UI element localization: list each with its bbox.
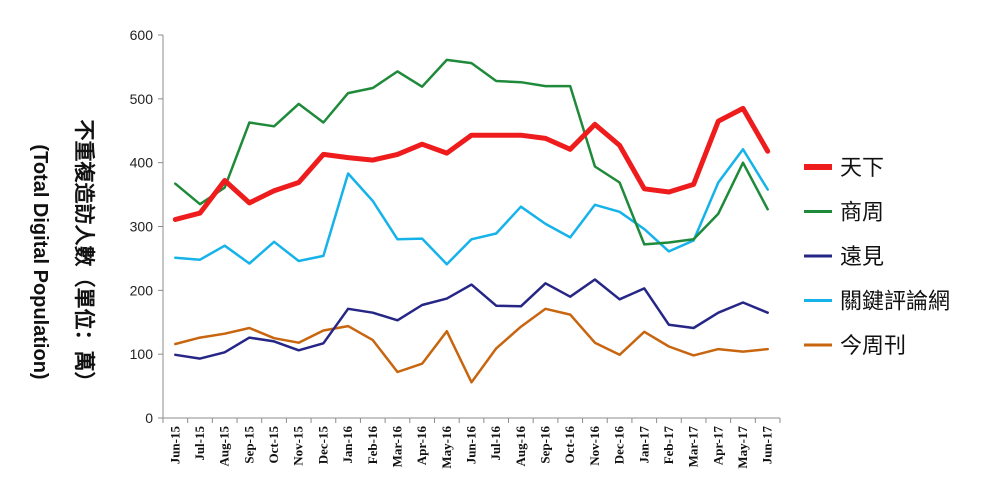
legend-label-3: 關鍵評論網: [840, 290, 950, 315]
x-tick-label: Nov-16: [587, 426, 602, 466]
y-axis-label-chinese: 不重複造訪人數（單位：萬）: [72, 120, 96, 393]
x-tick-label: Apr-17: [710, 426, 725, 466]
y-tick-label: 100: [130, 346, 154, 362]
series-line-3: [174, 148, 769, 266]
x-tick-label: Jun-16: [464, 426, 479, 465]
x-tick-label: Jan-16: [340, 426, 355, 464]
x-tick-label: Jul-15: [192, 426, 207, 461]
y-tick-label: 300: [130, 219, 154, 235]
x-tick-label: May-16: [439, 426, 454, 469]
legend-label-4: 今周刊: [840, 334, 906, 359]
series-lines: [172, 58, 771, 384]
x-tick-label: Apr-16: [414, 426, 429, 466]
x-axis-ticks: Jun-15 Jul-15 Aug-15 Sep-15 Oct-15 Nov-15 Dec-…: [162, 418, 781, 469]
x-tick-label: Oct-15: [266, 426, 281, 464]
x-tick-label: Mar-16: [389, 426, 404, 468]
y-axis-label-english: (Total Digital Population): [29, 144, 51, 379]
y-tick-label: 500: [130, 91, 154, 107]
y-axis-label: 不重複造訪人數（單位：萬） (Total Digital Population): [29, 120, 96, 393]
y-tick-label: 0: [145, 410, 153, 426]
series-line-1: [174, 58, 769, 246]
y-tick-label: 400: [130, 155, 154, 171]
legend-label-1: 商周: [840, 201, 884, 226]
x-tick-label: Feb-16: [365, 426, 380, 465]
x-tick-label: Jan-17: [636, 426, 651, 464]
x-tick-label: Jun-15: [167, 426, 182, 465]
series-line-4: [174, 307, 769, 384]
x-tick-label: Jun-17: [760, 426, 775, 465]
x-tick-label: Feb-17: [661, 426, 676, 465]
x-tick-label: Dec-16: [612, 426, 627, 465]
y-tick-label: 200: [130, 282, 154, 298]
series-line-0: [172, 105, 771, 222]
legend-label-0: 天下: [840, 156, 884, 181]
series-line-2: [174, 278, 769, 360]
x-tick-label: Nov-15: [291, 426, 306, 466]
x-tick-label: Jul-16: [488, 426, 503, 461]
x-tick-label: Dec-15: [315, 426, 330, 465]
legend-label-2: 遠見: [840, 245, 884, 270]
x-tick-label: Oct-16: [562, 426, 577, 464]
x-tick-label: Sep-16: [538, 426, 553, 464]
axes: [162, 35, 780, 419]
y-axis-ticks: 0 100 200 300 400 500 600: [130, 27, 163, 426]
x-tick-label: Mar-17: [686, 426, 701, 468]
x-tick-label: Aug-16: [513, 426, 528, 467]
y-tick-label: 600: [130, 27, 154, 43]
x-tick-label: Sep-15: [241, 426, 256, 464]
x-tick-label: May-17: [735, 426, 750, 469]
x-tick-label: Aug-15: [217, 426, 232, 467]
